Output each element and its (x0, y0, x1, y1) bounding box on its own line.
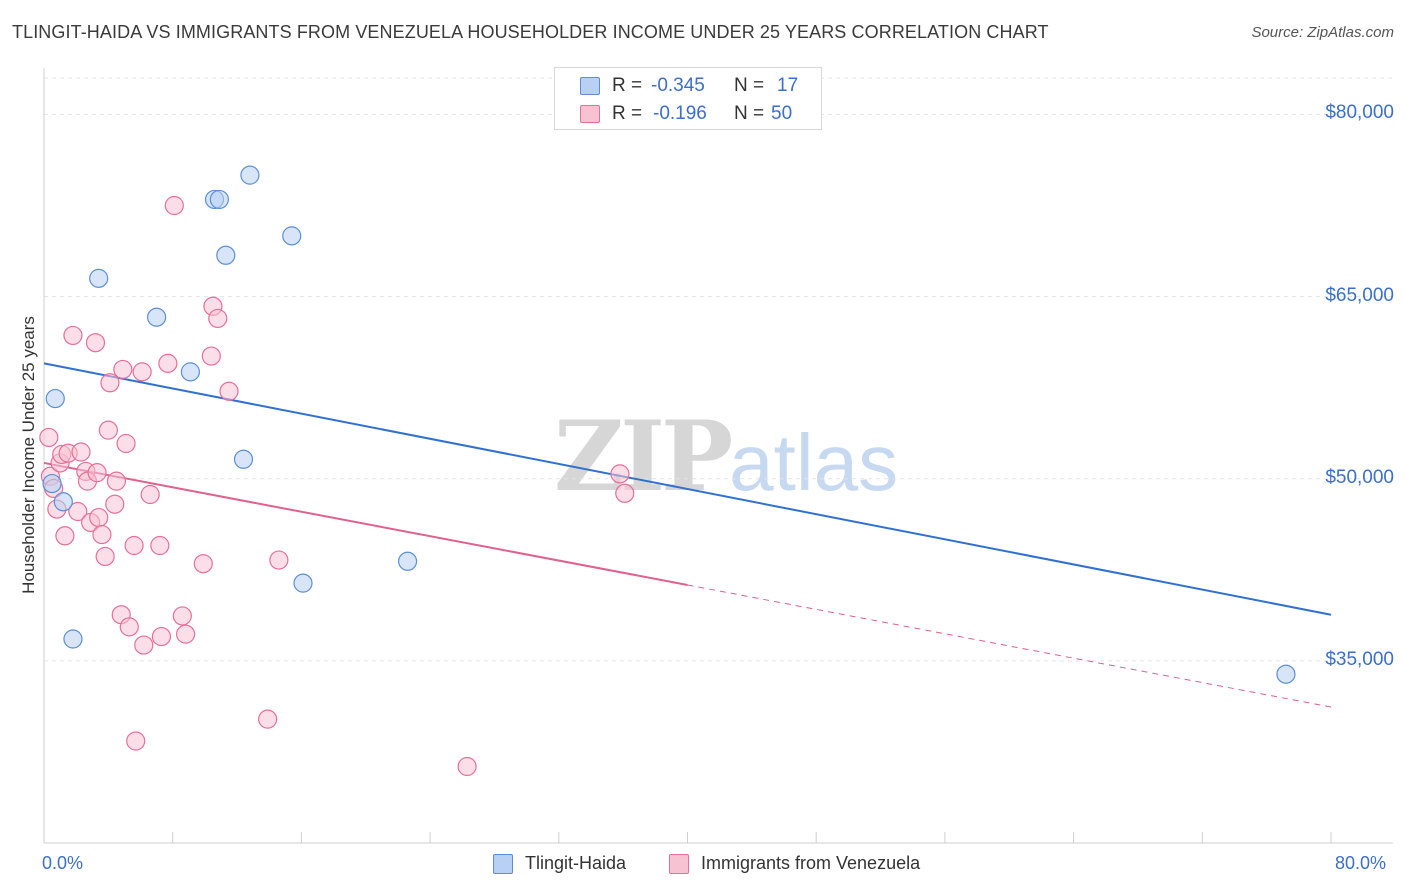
point-venezuela (98, 420, 118, 440)
point-venezuela (92, 524, 112, 545)
point-venezuela (124, 535, 144, 556)
point-venezuela (172, 606, 192, 626)
point-venezuela (193, 554, 213, 574)
point-venezuela (100, 373, 120, 393)
point-venezuela (175, 624, 196, 644)
point-tlingit (42, 473, 62, 494)
legend-n-value: 17 (777, 75, 799, 96)
point-venezuela (134, 635, 154, 655)
legend-r-label: R = (612, 75, 643, 96)
legend-row-venezuela: R = -0.196 N = 50 (555, 100, 821, 128)
point-venezuela (63, 325, 83, 346)
point-venezuela (87, 463, 107, 483)
point-venezuela (55, 526, 75, 546)
point-venezuela (85, 333, 106, 353)
trend-line-venezuela (43, 461, 688, 586)
point-tlingit (397, 551, 418, 571)
chart-title: TLINGIT-HAIDA VS IMMIGRANTS FROM VENEZUE… (12, 22, 1049, 42)
y-tick-label: $50,000 (1325, 466, 1394, 488)
point-tlingit (1276, 664, 1296, 684)
x-tick-label-min: 0.0% (42, 853, 84, 873)
point-tlingit (63, 629, 83, 649)
point-venezuela (116, 433, 136, 454)
point-venezuela (258, 709, 278, 729)
point-venezuela (95, 546, 115, 567)
point-tlingit (180, 362, 200, 382)
point-tlingit (293, 573, 313, 593)
series-legend: Tlingit-Haida Immigrants from Venezuela (0, 852, 1406, 878)
point-tlingit (89, 268, 109, 288)
source-label: Source: ZipAtlas.com (1251, 24, 1394, 41)
legend-swatch-blue (580, 77, 600, 95)
point-tlingit (53, 492, 73, 512)
legend-n-label: N = (734, 75, 765, 96)
legend-n-value: 50 (771, 103, 793, 124)
point-venezuela (132, 362, 152, 382)
trend-line-venezuela-extrapolated (687, 584, 1332, 708)
legend-label-venezuela: Immigrants from Venezuela (701, 853, 921, 873)
watermark-zip: ZIP (554, 400, 733, 513)
point-tlingit (147, 307, 167, 327)
legend-swatch-pink (580, 105, 600, 123)
point-venezuela (119, 617, 139, 637)
point-venezuela (113, 359, 133, 380)
y-tick-label: $35,000 (1325, 648, 1394, 670)
y-tick-label: $65,000 (1325, 284, 1394, 306)
point-venezuela (89, 507, 109, 528)
point-venezuela (201, 346, 221, 366)
trend-lines (43, 362, 1332, 708)
point-venezuela (105, 494, 125, 514)
point-tlingit (233, 449, 254, 469)
point-venezuela (158, 353, 178, 373)
legend-r-label: R = (612, 103, 643, 124)
watermark: ZIPatlas (554, 400, 898, 513)
point-venezuela (615, 483, 635, 503)
legend-row-tlingit: R = -0.345 N = 17 (555, 72, 821, 100)
watermark-atlas: atlas (729, 418, 899, 507)
x-tick-label-max: 80.0% (1335, 853, 1387, 873)
gridlines (44, 77, 1393, 662)
axes (43, 68, 1393, 844)
point-tlingit (282, 226, 302, 246)
point-venezuela (219, 381, 239, 401)
y-tick-label: $80,000 (1325, 102, 1394, 124)
legend-n-label: N = (734, 103, 765, 124)
point-venezuela (140, 484, 160, 505)
point-tlingit (45, 388, 65, 409)
point-venezuela (150, 535, 170, 556)
point-venezuela (208, 308, 228, 329)
legend-r-value: -0.345 (651, 75, 705, 96)
point-venezuela (68, 501, 88, 522)
data-points (39, 165, 1296, 777)
point-tlingit (240, 165, 260, 185)
point-tlingit (209, 189, 229, 210)
trend-line-tlingit (43, 362, 1332, 616)
point-tlingit (216, 245, 236, 265)
point-venezuela (457, 756, 477, 777)
point-venezuela (106, 471, 126, 491)
point-venezuela (71, 442, 91, 462)
point-venezuela (151, 626, 172, 647)
point-venezuela (39, 427, 59, 448)
point-venezuela (269, 550, 289, 570)
point-venezuela (610, 464, 630, 484)
point-venezuela (126, 731, 146, 751)
point-venezuela (164, 195, 184, 216)
correlation-legend: R = -0.345 N = 17 R = -0.196 N = 50 (554, 67, 822, 130)
legend-r-value: -0.196 (653, 103, 707, 124)
legend-swatch-venezuela (669, 854, 689, 874)
legend-swatch-tlingit (493, 854, 513, 874)
legend-label-tlingit: Tlingit-Haida (525, 853, 627, 873)
